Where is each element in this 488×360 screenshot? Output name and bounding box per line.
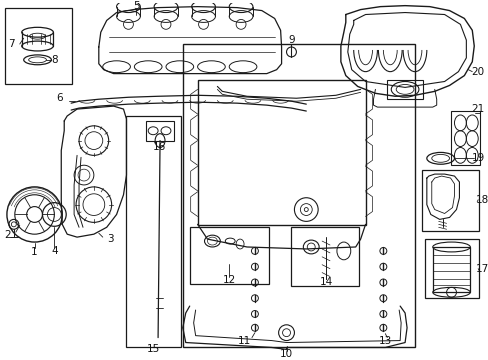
Bar xyxy=(146,121,174,141)
Text: 9: 9 xyxy=(287,35,294,45)
Bar xyxy=(126,116,181,347)
Bar xyxy=(421,170,478,231)
Text: 17: 17 xyxy=(474,264,488,274)
Text: 14: 14 xyxy=(319,278,332,287)
Text: 11: 11 xyxy=(237,336,250,346)
Text: 16: 16 xyxy=(152,143,165,153)
Text: 7: 7 xyxy=(8,39,15,49)
Text: 4: 4 xyxy=(51,246,58,256)
Bar xyxy=(189,227,268,284)
Text: 2: 2 xyxy=(4,230,11,240)
Bar xyxy=(5,8,72,85)
Text: 3: 3 xyxy=(107,234,114,244)
Text: 21: 21 xyxy=(470,104,484,114)
Bar xyxy=(197,80,365,225)
Text: 18: 18 xyxy=(474,195,488,205)
Text: 20: 20 xyxy=(471,67,484,77)
Bar xyxy=(291,227,358,287)
Text: 6: 6 xyxy=(56,93,62,103)
Text: 10: 10 xyxy=(280,349,292,359)
Text: 13: 13 xyxy=(378,336,391,346)
Bar xyxy=(386,80,422,99)
Bar xyxy=(424,239,478,298)
Text: 5: 5 xyxy=(133,1,140,11)
Text: 15: 15 xyxy=(146,345,160,355)
Text: 1: 1 xyxy=(31,247,38,257)
Bar xyxy=(183,44,414,347)
Text: 19: 19 xyxy=(470,153,484,163)
Text: 8: 8 xyxy=(51,55,58,65)
Bar xyxy=(432,247,469,292)
Bar xyxy=(449,111,479,165)
Text: 12: 12 xyxy=(222,275,235,285)
